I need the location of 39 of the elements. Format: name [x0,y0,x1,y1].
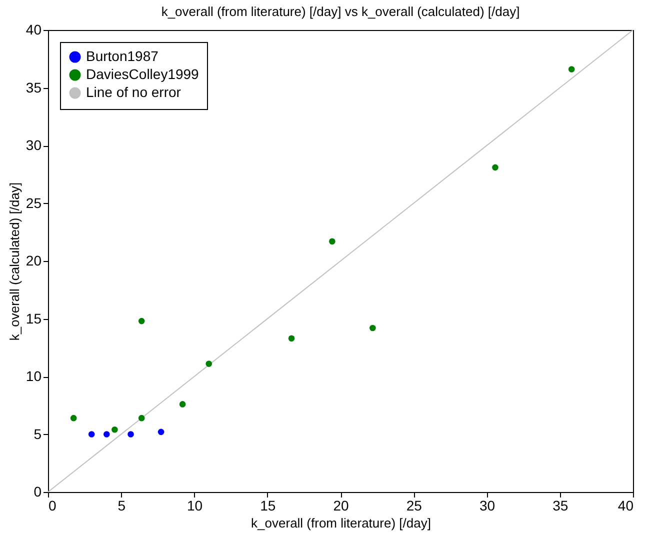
point [492,164,498,171]
y-axis-title: k_overall (calculated) [/day] [6,182,22,341]
point [370,324,376,332]
point [88,431,95,438]
y-tick-label: 20 [26,252,42,268]
y-tick-label: 15 [26,310,42,326]
x-tick-label: 15 [260,498,276,514]
point [179,401,186,408]
x-tick-label: 20 [333,498,349,514]
x-tick-label: 5 [118,498,126,514]
y-tick-label: 25 [26,194,42,211]
point [138,318,145,324]
legend-label: Burton1987 [86,48,159,64]
y-tick-label: 30 [26,137,42,153]
point [103,431,110,438]
chart-title: k_overall (from literature) [/day] vs k_overall (calculated) [/day] [161,4,520,19]
point [70,414,77,422]
x-tick-label: 35 [552,498,568,514]
x-tick-label: 0 [48,498,56,514]
x-axis-title: k_overall (from literature) [/day] [251,516,431,530]
x-tick-label: 10 [186,498,203,514]
point [112,426,118,433]
point [206,360,212,367]
x-tick-label: 40 [618,498,634,514]
legend-label: DaviesColley1999 [86,66,200,82]
x-tick-label: 30 [479,498,496,514]
point [288,335,295,342]
point [138,414,145,422]
point [158,428,164,436]
y-tick-label: 5 [34,426,42,442]
point [329,238,336,245]
y-tick-label: 40 [26,22,42,38]
point [128,431,134,438]
point [568,66,575,72]
y-tick-label: 0 [34,484,42,500]
y-tick-label: 10 [26,368,42,384]
x-tick-label: 25 [406,498,422,514]
y-tick-label: 35 [26,79,42,96]
legend-label: Line of no error [86,84,182,100]
